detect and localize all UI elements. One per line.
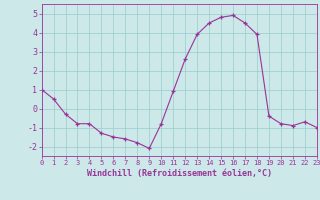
X-axis label: Windchill (Refroidissement éolien,°C): Windchill (Refroidissement éolien,°C) — [87, 169, 272, 178]
